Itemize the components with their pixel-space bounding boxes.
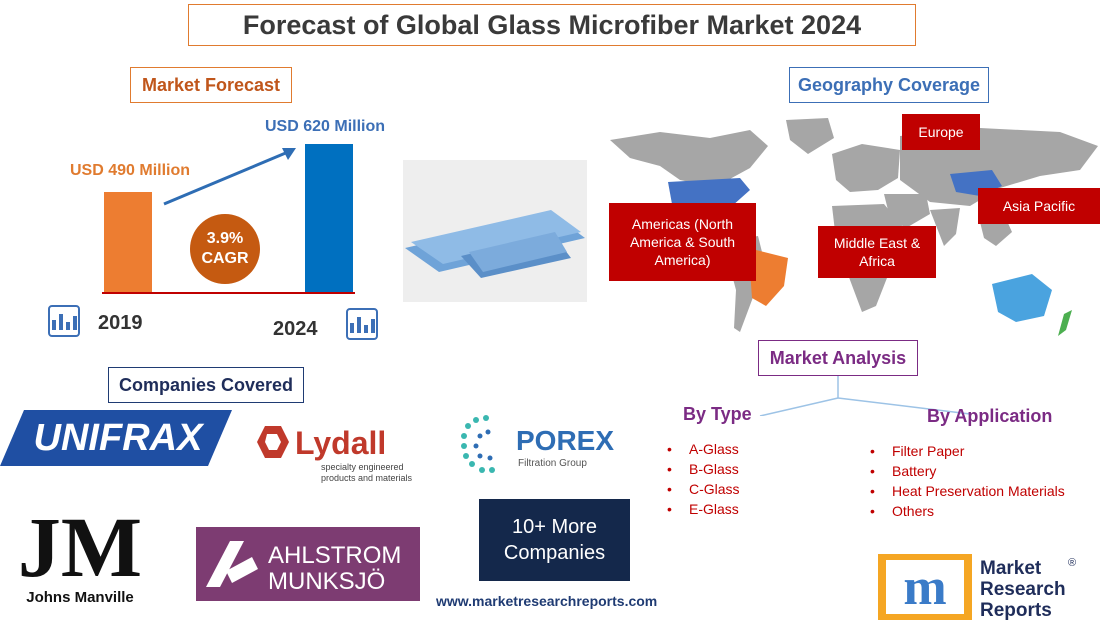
page-title: Forecast of Global Glass Microfiber Mark…: [188, 4, 916, 46]
bar-chart-icon: [48, 305, 80, 337]
ahlstrom-munksjo-logo: AHLSTROM MUNKSJÖ: [196, 527, 420, 601]
year-2019: 2019: [98, 312, 143, 334]
chart-baseline: [102, 292, 355, 294]
list-item: Filter Paper: [866, 441, 1065, 461]
list-item: Battery: [866, 461, 1065, 481]
svg-text:Market: Market: [980, 558, 1042, 579]
bar-2024: [305, 144, 353, 293]
list-item: C-Glass: [663, 479, 740, 499]
svg-text:products and materials: products and materials: [321, 473, 413, 483]
growth-arrow-icon: [163, 148, 296, 206]
market-analysis-heading: Market Analysis: [758, 340, 918, 376]
region-label-europe: Europe: [902, 114, 980, 150]
lydall-tagline: specialty engineered: [321, 462, 404, 472]
lydall-logo: Lydall specialty engineered products and…: [255, 420, 430, 486]
geography-coverage-heading: Geography Coverage: [789, 67, 989, 103]
svg-text:JM: JM: [18, 500, 142, 595]
list-item: Heat Preservation Materials: [866, 481, 1065, 501]
johns-manville-logo: JM Johns Manville: [10, 499, 160, 610]
unifrax-logo: UNIFRAX: [0, 410, 232, 466]
bar-2019: [104, 192, 152, 293]
svg-text:UNIFRAX: UNIFRAX: [34, 417, 206, 459]
svg-text:MUNKSJÖ: MUNKSJÖ: [268, 568, 385, 595]
svg-text:m: m: [903, 559, 946, 616]
value-2024-label: USD 620 Million: [265, 118, 386, 135]
region-label-americas: Americas (North America & South America): [609, 203, 756, 281]
svg-text:Research: Research: [980, 579, 1066, 600]
analysis-connector-lines: [759, 376, 971, 416]
list-item: A-Glass: [663, 439, 740, 459]
glass-microfiber-product-image: [403, 160, 587, 302]
companies-covered-heading: Companies Covered: [108, 367, 304, 403]
cagr-label: CAGR: [201, 250, 249, 267]
svg-text:AHLSTROM: AHLSTROM: [268, 542, 401, 569]
bar-chart-icon: [346, 308, 378, 340]
value-2019-label: USD 490 Million: [70, 162, 191, 179]
list-item: B-Glass: [663, 459, 740, 479]
type-list: A-Glass B-Glass C-Glass E-Glass: [663, 439, 740, 519]
application-list: Filter Paper Battery Heat Preservation M…: [866, 441, 1065, 521]
region-label-middle-east-africa: Middle East & Africa: [818, 226, 936, 278]
svg-text:POREX: POREX: [516, 425, 614, 456]
by-type-heading: By Type: [683, 404, 752, 424]
year-2024: 2024: [273, 318, 318, 340]
list-item: E-Glass: [663, 499, 740, 519]
website-url[interactable]: www.marketresearchreports.com: [436, 593, 658, 609]
svg-text:Filtration Group: Filtration Group: [518, 458, 587, 469]
by-application-heading: By Application: [927, 406, 1053, 426]
porex-logo: POREX Filtration Group: [456, 412, 642, 478]
market-research-reports-logo: m Market Research Reports ®: [876, 552, 1090, 621]
svg-text:Johns Manville: Johns Manville: [26, 589, 134, 606]
cagr-badge: 3.9% CAGR: [190, 214, 260, 284]
market-forecast-heading: Market Forecast: [130, 67, 292, 103]
svg-text:Reports: Reports: [980, 600, 1052, 621]
region-label-asia-pacific: Asia Pacific: [978, 188, 1100, 224]
svg-text:Lydall: Lydall: [295, 425, 386, 461]
more-companies-box: 10+ More Companies: [479, 499, 630, 581]
cagr-value: 3.9%: [206, 230, 244, 247]
list-item: Others: [866, 501, 1065, 521]
svg-text:®: ®: [1068, 557, 1076, 569]
